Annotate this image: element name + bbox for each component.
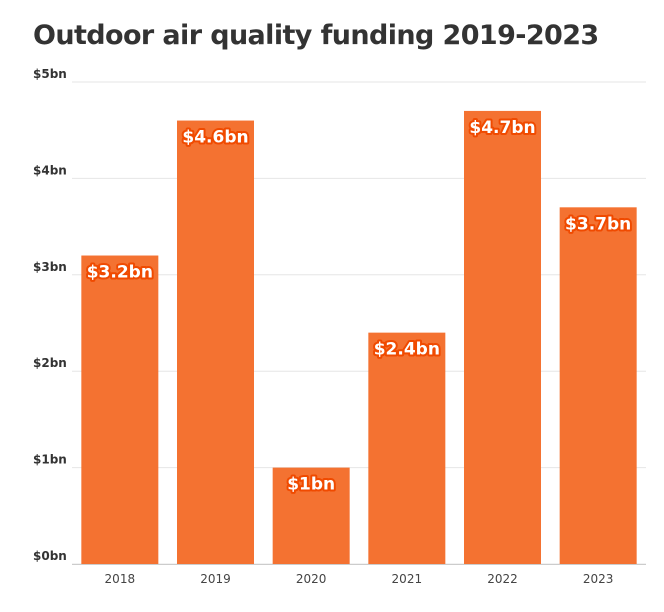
bar [81, 255, 159, 564]
data-label: $4.6bn [182, 128, 248, 148]
y-tick-label: $1bn [33, 453, 67, 467]
data-label: $1bn [287, 475, 335, 495]
chart-title: Outdoor air quality funding 2019-2023 [33, 20, 599, 51]
bar [464, 110, 541, 565]
y-tick-label: $2bn [33, 356, 67, 370]
bar [368, 332, 446, 564]
x-tick-label: 2020 [296, 572, 327, 586]
y-tick-label: $5bn [33, 67, 67, 81]
x-tick-label: 2023 [583, 572, 614, 586]
data-labels: $3.2bn $4.6bn $1bn $2.4bn $4.7bn $3.7bn [85, 116, 634, 497]
x-axis-ticks: 2018 2019 2020 2021 2022 2023 [105, 572, 614, 586]
y-axis-ticks: $0bn $1bn $2bn $3bn $4bn $5bn [33, 67, 67, 563]
x-tick-label: 2018 [105, 572, 136, 586]
y-tick-label: $0bn [33, 549, 67, 563]
data-label: $3.7bn [565, 214, 631, 234]
y-tick-label: $3bn [33, 260, 67, 274]
x-tick-label: 2019 [200, 572, 231, 586]
bar [272, 467, 350, 564]
bar [177, 120, 254, 564]
data-label: $4.7bn [469, 118, 535, 138]
x-tick-label: 2021 [392, 572, 423, 586]
bars [81, 110, 637, 565]
bar [559, 207, 637, 564]
x-tick-label: 2022 [487, 572, 518, 586]
data-label: $2.4bn [374, 340, 440, 360]
y-tick-label: $4bn [33, 163, 67, 177]
data-label: $3.2bn [87, 263, 153, 283]
